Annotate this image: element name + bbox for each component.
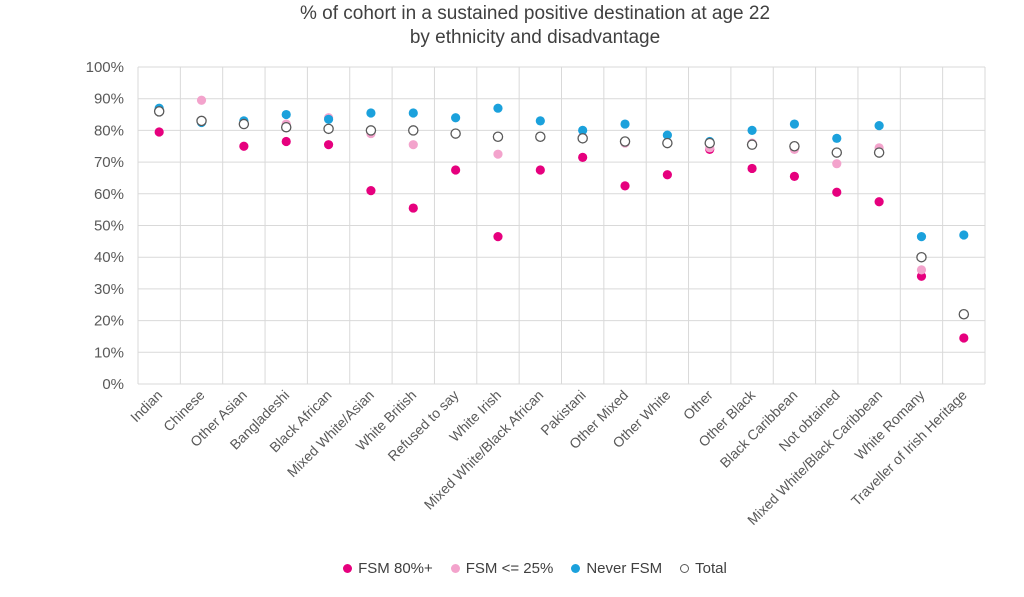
legend-label: Never FSM [586, 560, 663, 577]
y-tick-label: 60% [94, 186, 124, 203]
data-point-series-1 [832, 159, 842, 169]
data-point-series-3 [153, 106, 165, 117]
x-tick-label: Black Caribbean [717, 387, 801, 471]
data-point-series-0 [408, 203, 418, 213]
data-point-series-0 [959, 333, 969, 343]
data-point-series-3 [450, 128, 461, 139]
data-point-series-0 [535, 165, 545, 175]
data-point-series-0 [747, 163, 757, 174]
chart-title-line: % of cohort in a sustained positive dest… [299, 3, 771, 24]
data-point-series-3 [280, 121, 292, 133]
data-point-series-1 [196, 95, 207, 105]
data-point-series-2 [874, 121, 884, 131]
data-point-series-2 [959, 230, 969, 240]
y-tick-label: 40% [94, 249, 124, 266]
x-tick-label: Other [680, 387, 716, 423]
data-point-series-0 [662, 170, 672, 180]
data-point-series-3 [365, 125, 377, 136]
legend-item-fsm-80: FSM 80%+ [343, 560, 433, 577]
data-point-series-1 [493, 149, 503, 159]
y-tick-label: 30% [94, 281, 124, 298]
data-point-series-2 [747, 125, 757, 135]
data-point-series-0 [323, 140, 334, 150]
legend: FSM 80%+ FSM <= 25% Never FSM Total [0, 560, 1024, 577]
data-point-series-0 [578, 152, 588, 162]
data-point-series-3 [704, 137, 715, 149]
data-point-series-0 [874, 197, 884, 207]
legend-item-never-fsm: Never FSM [571, 560, 662, 577]
y-tick-label: 80% [94, 122, 124, 139]
data-point-series-2 [323, 114, 334, 124]
data-point-series-0 [366, 186, 376, 196]
y-tick-label: 0% [102, 376, 124, 393]
data-point-series-2 [535, 116, 545, 126]
data-point-series-0 [239, 141, 249, 151]
y-tick-label: 100% [86, 59, 124, 76]
legend-marker-total [680, 564, 690, 573]
data-point-series-0 [281, 136, 291, 147]
chart-subtitle-line: by ethnicity and disadvantage [409, 27, 661, 48]
data-point-series-3 [873, 147, 885, 158]
data-point-series-3 [789, 140, 800, 152]
legend-item-total: Total [680, 560, 727, 577]
y-tick-label: 50% [94, 218, 124, 235]
data-point-series-2 [493, 103, 503, 113]
y-tick-label: 70% [94, 154, 124, 171]
y-tick-label: 10% [94, 344, 124, 361]
data-point-series-3 [238, 118, 250, 130]
data-point-series-2 [366, 108, 376, 118]
data-point-series-0 [493, 231, 503, 242]
data-point-series-2 [832, 133, 842, 143]
legend-label: Total [695, 560, 727, 577]
data-point-series-3 [196, 115, 207, 127]
data-point-series-2 [578, 125, 588, 135]
data-point-series-3 [746, 139, 758, 150]
y-tick-label: 20% [94, 313, 124, 330]
data-point-series-3 [492, 131, 504, 142]
data-point-series-0 [154, 127, 164, 137]
data-point-series-3 [577, 133, 588, 144]
data-point-series-3 [408, 125, 419, 136]
data-point-series-1 [408, 140, 418, 150]
legend-label: FSM <= 25% [465, 560, 554, 577]
chart-title: % of cohort in a sustained positive dest… [0, 2, 1024, 50]
data-point-series-3 [619, 136, 631, 147]
data-point-series-0 [620, 181, 630, 191]
data-point-series-3 [323, 123, 334, 135]
data-point-series-2 [662, 130, 672, 140]
data-point-series-2 [408, 108, 418, 118]
data-point-series-0 [832, 187, 842, 197]
legend-marker-fsm-80 [343, 564, 353, 573]
data-point-series-0 [789, 171, 800, 181]
data-point-series-1 [916, 265, 927, 275]
data-point-series-2 [916, 231, 927, 242]
data-point-series-0 [451, 165, 461, 175]
data-point-series-2 [451, 113, 461, 123]
data-point-series-2 [789, 119, 800, 129]
legend-item-fsm-25: FSM <= 25% [450, 560, 554, 577]
data-point-series-3 [535, 131, 546, 142]
legend-marker-never-fsm [571, 564, 581, 573]
data-point-series-3 [958, 309, 970, 320]
data-point-series-3 [916, 251, 927, 263]
legend-marker-fsm-25 [450, 564, 460, 573]
data-point-series-3 [662, 137, 673, 149]
y-tick-label: 90% [94, 91, 124, 108]
data-point-series-2 [281, 109, 291, 120]
legend-label: FSM 80%+ [358, 560, 433, 577]
data-point-series-0 [916, 271, 927, 281]
x-tick-label: Indian [127, 387, 165, 425]
data-point-series-2 [620, 119, 630, 129]
data-point-series-3 [831, 147, 843, 158]
